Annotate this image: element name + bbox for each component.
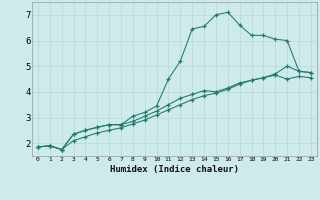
X-axis label: Humidex (Indice chaleur): Humidex (Indice chaleur) <box>110 165 239 174</box>
